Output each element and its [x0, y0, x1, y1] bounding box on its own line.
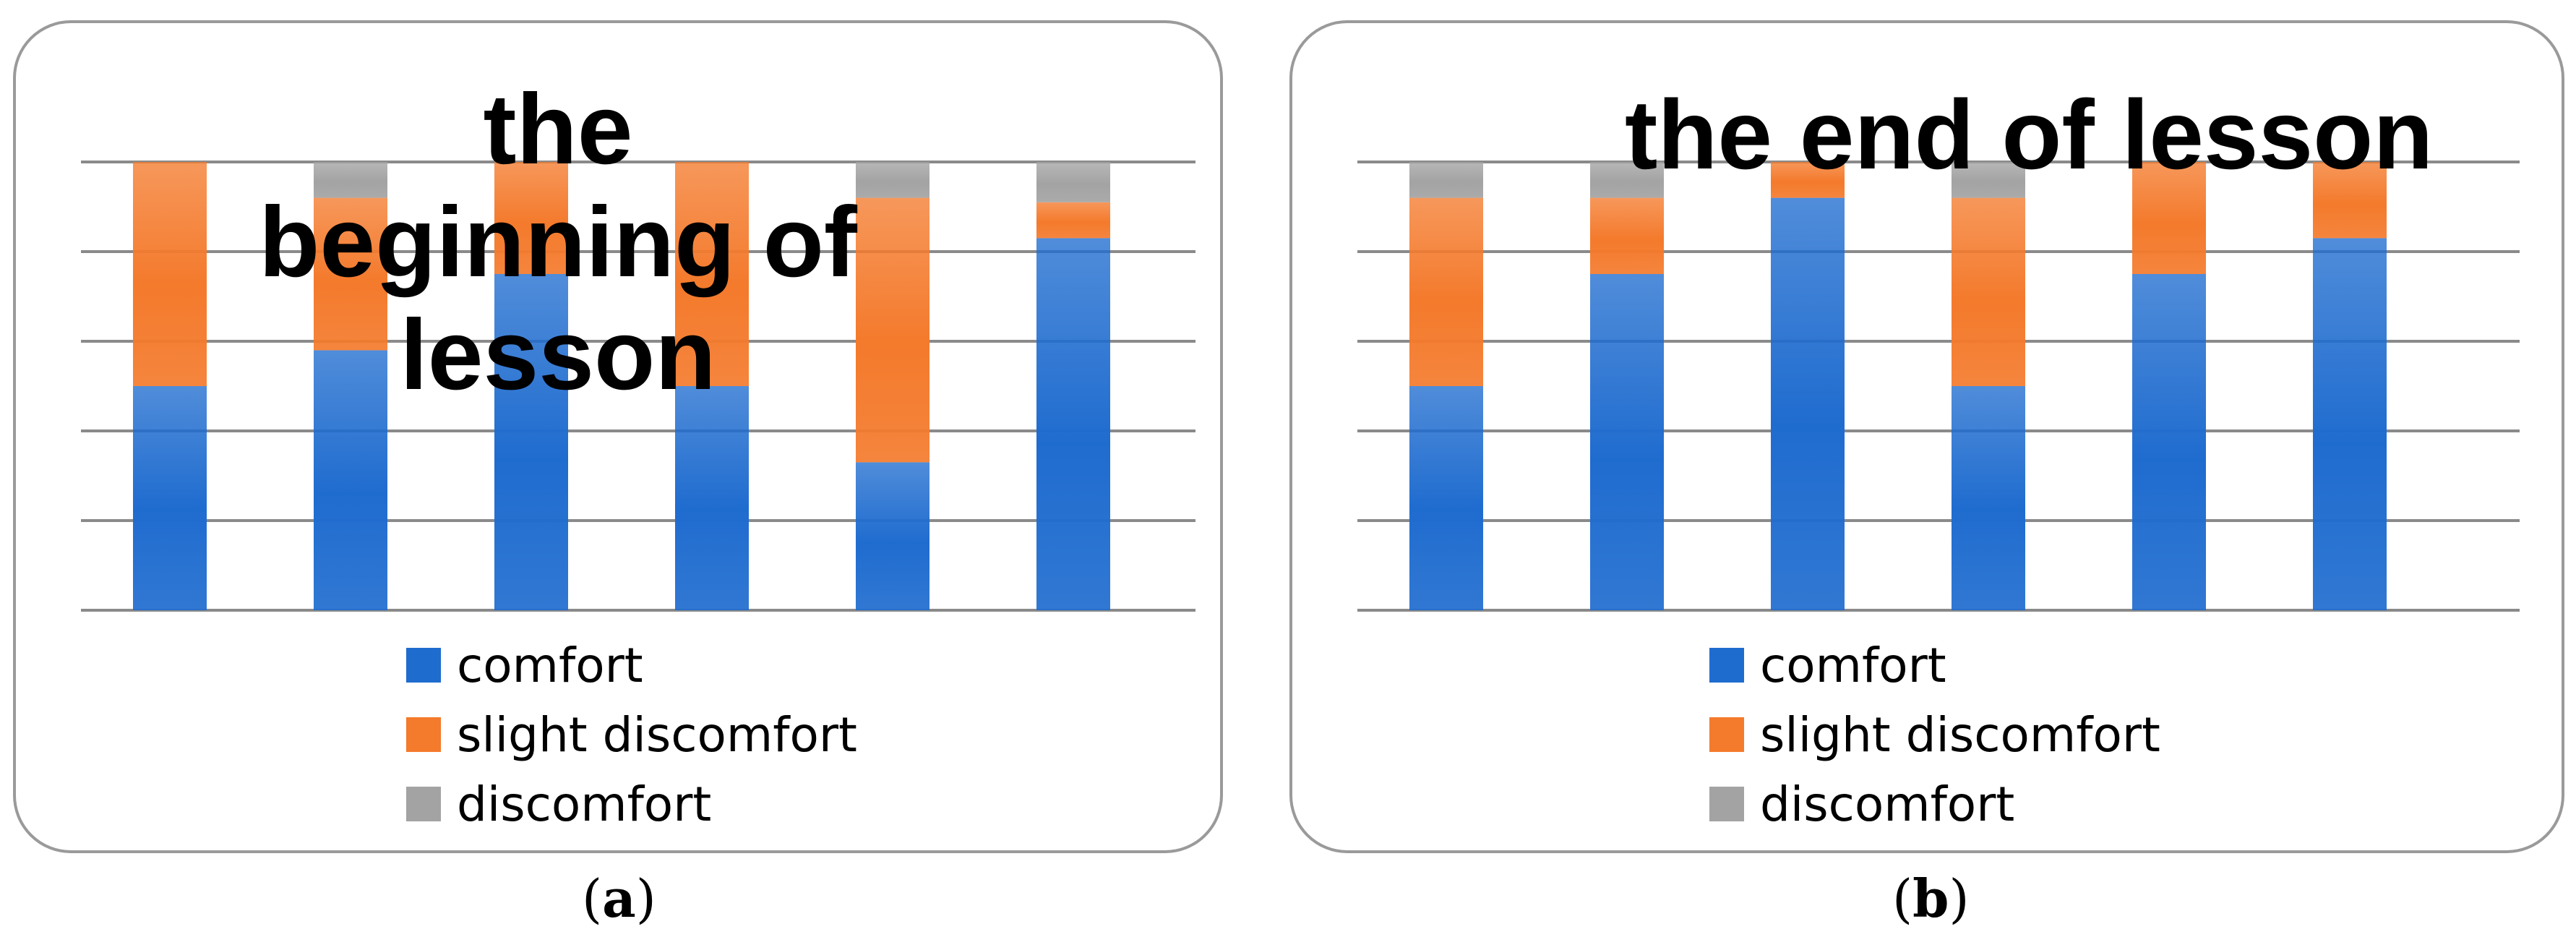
bar-segment-slight-discomfort	[2313, 162, 2387, 239]
legend-swatch-comfort	[1709, 648, 1744, 683]
bar-segment-comfort	[2132, 274, 2206, 610]
bar-segment-slight-discomfort	[2132, 162, 2206, 274]
bar-segment-discomfort	[1590, 162, 1664, 198]
bar-segment-comfort	[675, 386, 749, 610]
bar-segment-slight-discomfort	[1771, 162, 1845, 198]
bar-segment-comfort	[133, 386, 207, 610]
panel-caption-b-letter: b	[1912, 868, 1949, 929]
legend-swatch-comfort	[406, 648, 441, 683]
legend-b: comfort slight discomfort discomfort	[1709, 630, 2160, 839]
bar-segment-comfort	[1952, 386, 2025, 610]
bar-segment-comfort	[1036, 238, 1110, 610]
legend-item-comfort: comfort	[406, 630, 857, 700]
legend-swatch-slight-discomfort	[406, 717, 441, 752]
legend-item-slight-discomfort: slight discomfort	[406, 700, 857, 769]
bar-segment-slight-discomfort	[675, 162, 749, 386]
legend-label-comfort: comfort	[1760, 637, 1946, 693]
legend-item-slight-discomfort: slight discomfort	[1709, 700, 2160, 769]
legend-label-slight-discomfort: slight discomfort	[457, 706, 857, 763]
bar-segment-slight-discomfort	[133, 162, 207, 386]
chart-plot-b	[1357, 161, 2520, 612]
panel-caption-a: (a)	[582, 868, 656, 929]
panel-caption-a-letter: a	[602, 868, 636, 929]
chart-plot-a	[81, 161, 1195, 612]
bar-segment-comfort	[494, 274, 568, 610]
chart-title-a: the beginning of lesson	[259, 74, 857, 411]
bar-segment-comfort	[314, 350, 387, 610]
legend-a: comfort slight discomfort discomfort	[406, 630, 857, 839]
bar-segment-slight-discomfort	[1590, 197, 1664, 274]
panel-caption-b: (b)	[1892, 868, 1970, 929]
bar-segment-slight-discomfort	[314, 197, 387, 351]
bar-segment-slight-discomfort	[494, 162, 568, 274]
bar-segment-discomfort	[856, 162, 929, 198]
legend-swatch-slight-discomfort	[1709, 717, 1744, 752]
legend-item-discomfort: discomfort	[406, 769, 857, 839]
bar-segment-discomfort	[1409, 162, 1483, 198]
bar-segment-slight-discomfort	[1036, 202, 1110, 239]
bar-segment-slight-discomfort	[1952, 197, 2025, 386]
chart-title-b: the end of lesson	[1625, 80, 2434, 189]
bar-segment-discomfort	[1036, 162, 1110, 202]
bar-segment-comfort	[1771, 197, 1845, 611]
bar-segment-comfort	[1590, 274, 1664, 610]
legend-item-discomfort: discomfort	[1709, 769, 2160, 839]
legend-swatch-discomfort	[1709, 787, 1744, 821]
bar-segment-comfort	[1409, 386, 1483, 610]
bar-segment-slight-discomfort	[856, 197, 929, 463]
bar-segment-slight-discomfort	[1409, 197, 1483, 386]
legend-label-discomfort: discomfort	[1760, 776, 2015, 832]
bar-segment-comfort	[2313, 238, 2387, 610]
legend-label-slight-discomfort: slight discomfort	[1760, 706, 2160, 763]
bar-segment-discomfort	[1952, 162, 2025, 198]
chart-panel-a: the beginning of lesson comfort slight d…	[13, 20, 1223, 853]
legend-swatch-discomfort	[406, 787, 441, 821]
legend-label-discomfort: discomfort	[457, 776, 712, 832]
legend-item-comfort: comfort	[1709, 630, 2160, 700]
legend-label-comfort: comfort	[457, 637, 643, 693]
bar-segment-discomfort	[314, 162, 387, 198]
chart-panel-b: the end of lesson comfort slight discomf…	[1289, 20, 2564, 853]
bar-segment-comfort	[856, 462, 929, 610]
